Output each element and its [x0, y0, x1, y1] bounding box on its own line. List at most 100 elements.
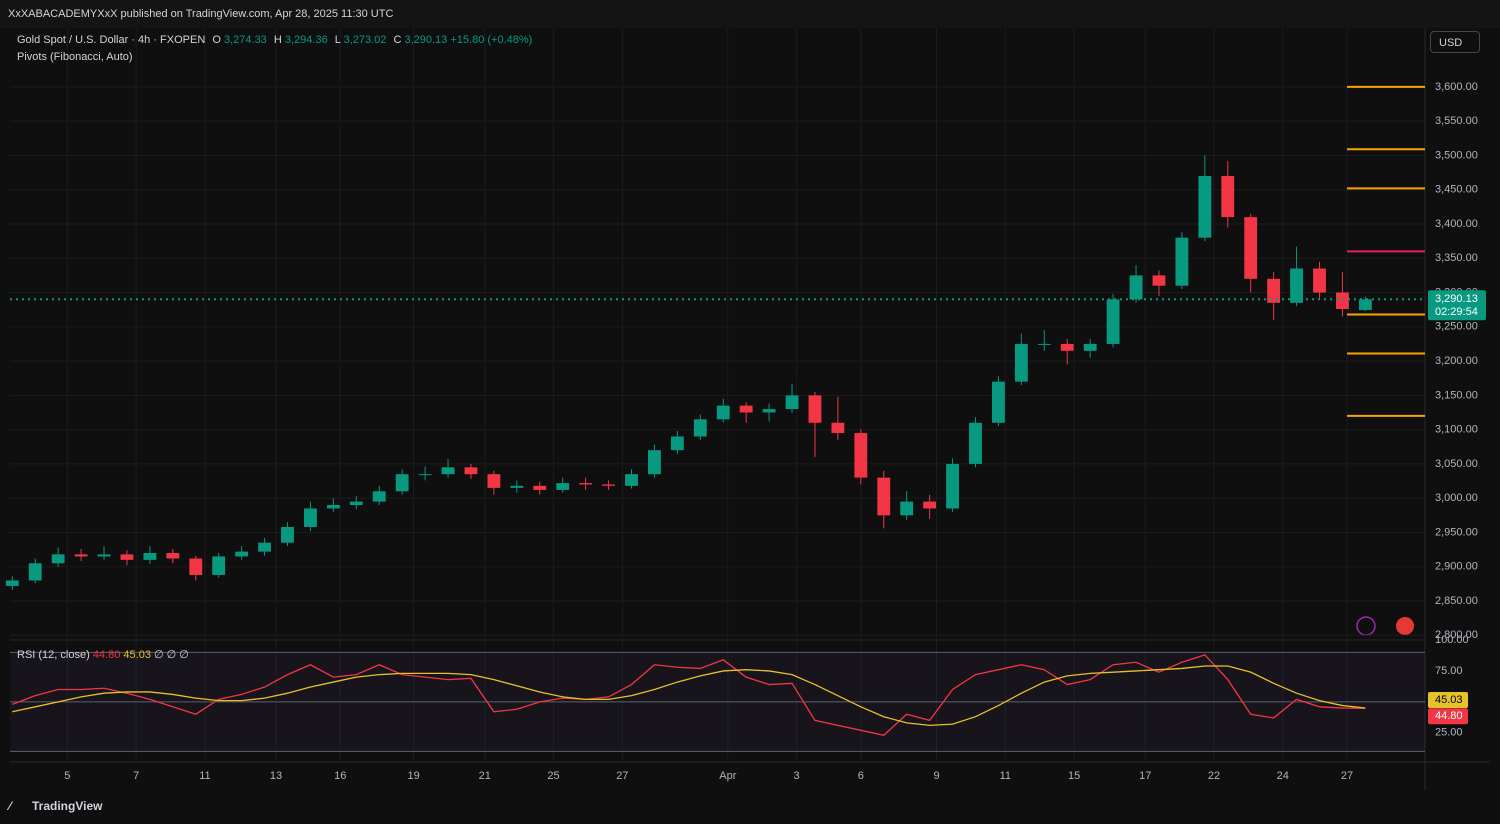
- x-tick-label: 11: [199, 770, 210, 782]
- x-tick-label: 24: [1277, 770, 1289, 782]
- y-tick-label: 3,350.00: [1435, 252, 1478, 264]
- candle-body: [693, 419, 707, 437]
- rsi-extra: ∅ ∅ ∅: [154, 649, 189, 661]
- candle-body: [533, 485, 547, 490]
- brand-logo: ⁄: [6, 799, 14, 813]
- candle-body: [5, 580, 19, 586]
- icon[interactable]: [1356, 616, 1376, 636]
- candle-body: [1290, 268, 1303, 303]
- candle-body: [51, 554, 65, 564]
- x-tick-label: 19: [408, 770, 420, 782]
- candle-body: [946, 463, 959, 509]
- rsi-line: [12, 665, 1366, 727]
- x-tick-label: 16: [334, 770, 346, 782]
- candle-body: [648, 450, 661, 475]
- y-tick-label: 3,450.00: [1435, 184, 1478, 196]
- x-tick-label: 6: [858, 770, 864, 782]
- candle-body: [762, 409, 776, 413]
- candle-body: [487, 474, 501, 488]
- candle-body: [992, 381, 1005, 423]
- legend-key: O: [212, 34, 221, 46]
- candle-body: [969, 422, 982, 464]
- last-price-label: 3,290.13: [1435, 293, 1478, 305]
- rsi-tick-label: 100.00: [1435, 634, 1469, 646]
- candle-body: [808, 395, 822, 423]
- candle-body: [1037, 343, 1051, 345]
- x-tick-label: 27: [616, 770, 628, 782]
- rsi-last-box: [1428, 692, 1468, 709]
- candle-body: [258, 542, 271, 552]
- candle-body: [1129, 275, 1143, 300]
- candle-body: [854, 433, 868, 478]
- candle-body: [1336, 292, 1349, 309]
- legend-value: 3,294.36: [284, 34, 328, 46]
- x-tick-label: 17: [1139, 770, 1151, 782]
- candle-body: [510, 485, 524, 488]
- indicator: Pivots (Fibonacci, Auto): [17, 51, 133, 63]
- candle-body: [1244, 217, 1258, 279]
- y-tick-label: 3,100.00: [1435, 424, 1478, 436]
- x-tick-label: 11: [1000, 770, 1011, 782]
- candle-body: [716, 405, 730, 420]
- candle-body: [1106, 299, 1120, 344]
- candle-body: [556, 483, 570, 490]
- x-tick-label: 13: [270, 770, 282, 782]
- rsi-line: [12, 654, 1366, 736]
- candle-body: [1175, 237, 1189, 286]
- candle-body: [785, 395, 799, 410]
- candle-body: [395, 474, 409, 492]
- candle-body: [120, 554, 134, 560]
- x-tick-label: 5: [64, 770, 70, 782]
- candle-body: [739, 405, 753, 413]
- candle-body: [1358, 299, 1372, 311]
- rsi-last-box: [1428, 708, 1468, 725]
- x-tick-label: 21: [479, 770, 491, 782]
- rsi-title: RSI (12, close): [17, 649, 90, 661]
- x-tick-label: 22: [1208, 770, 1220, 782]
- candle-body: [670, 436, 684, 451]
- y-tick-label: 3,250.00: [1435, 321, 1478, 333]
- candle-body: [831, 422, 845, 434]
- y-tick-label: 2,900.00: [1435, 561, 1478, 573]
- candle-body: [418, 474, 432, 476]
- candle-body: [877, 477, 891, 516]
- legend-value: 3,274.33: [223, 34, 267, 46]
- x-tick-label: 9: [933, 770, 939, 782]
- candle-body: [326, 505, 340, 509]
- legend-key: C: [393, 34, 402, 46]
- icon[interactable]: [1396, 617, 1414, 635]
- rsi-tick-label: 25.00: [1435, 727, 1463, 739]
- y-tick-label: 2,800.00: [1435, 629, 1478, 641]
- legend-change: +15.80 (+0.48%): [450, 34, 533, 46]
- rsi-last-label: 44.80: [1435, 710, 1463, 722]
- candle-body: [349, 501, 363, 506]
- y-tick-label: 3,050.00: [1435, 458, 1478, 470]
- published: XxXABACADEMYXxX published on TradingView…: [8, 8, 393, 20]
- candle-body: [28, 563, 42, 581]
- candle-body: [143, 553, 157, 560]
- candle-body: [441, 467, 455, 475]
- y-tick-label: 3,400.00: [1435, 218, 1478, 230]
- rsi-legend: RSI (12, close) 44.80 45.03 ∅ ∅ ∅: [17, 648, 189, 661]
- y-tick-label: 3,150.00: [1435, 389, 1478, 401]
- currency[interactable]: USD: [1430, 31, 1480, 53]
- candle-body: [579, 483, 593, 485]
- legend-value: 3,273.02: [343, 34, 387, 46]
- y-tick-label: 3,000.00: [1435, 492, 1478, 504]
- rsi-value: 44.80: [92, 649, 121, 661]
- candle-body: [74, 554, 88, 557]
- brand: TradingView: [32, 799, 103, 813]
- y-tick-label: 2,950.00: [1435, 526, 1478, 538]
- candle-body: [1221, 176, 1235, 218]
- rsi-last-label: 45.03: [1435, 694, 1463, 706]
- legend-key: L: [334, 34, 341, 46]
- candle-body: [625, 474, 638, 486]
- candle-body: [1267, 278, 1281, 303]
- candle-body: [304, 508, 317, 527]
- y-tick-label: 3,200.00: [1435, 355, 1478, 367]
- candle-body: [372, 491, 386, 502]
- rsi-ma-value: 45.03: [123, 649, 151, 661]
- x-tick-label: 3: [794, 770, 800, 782]
